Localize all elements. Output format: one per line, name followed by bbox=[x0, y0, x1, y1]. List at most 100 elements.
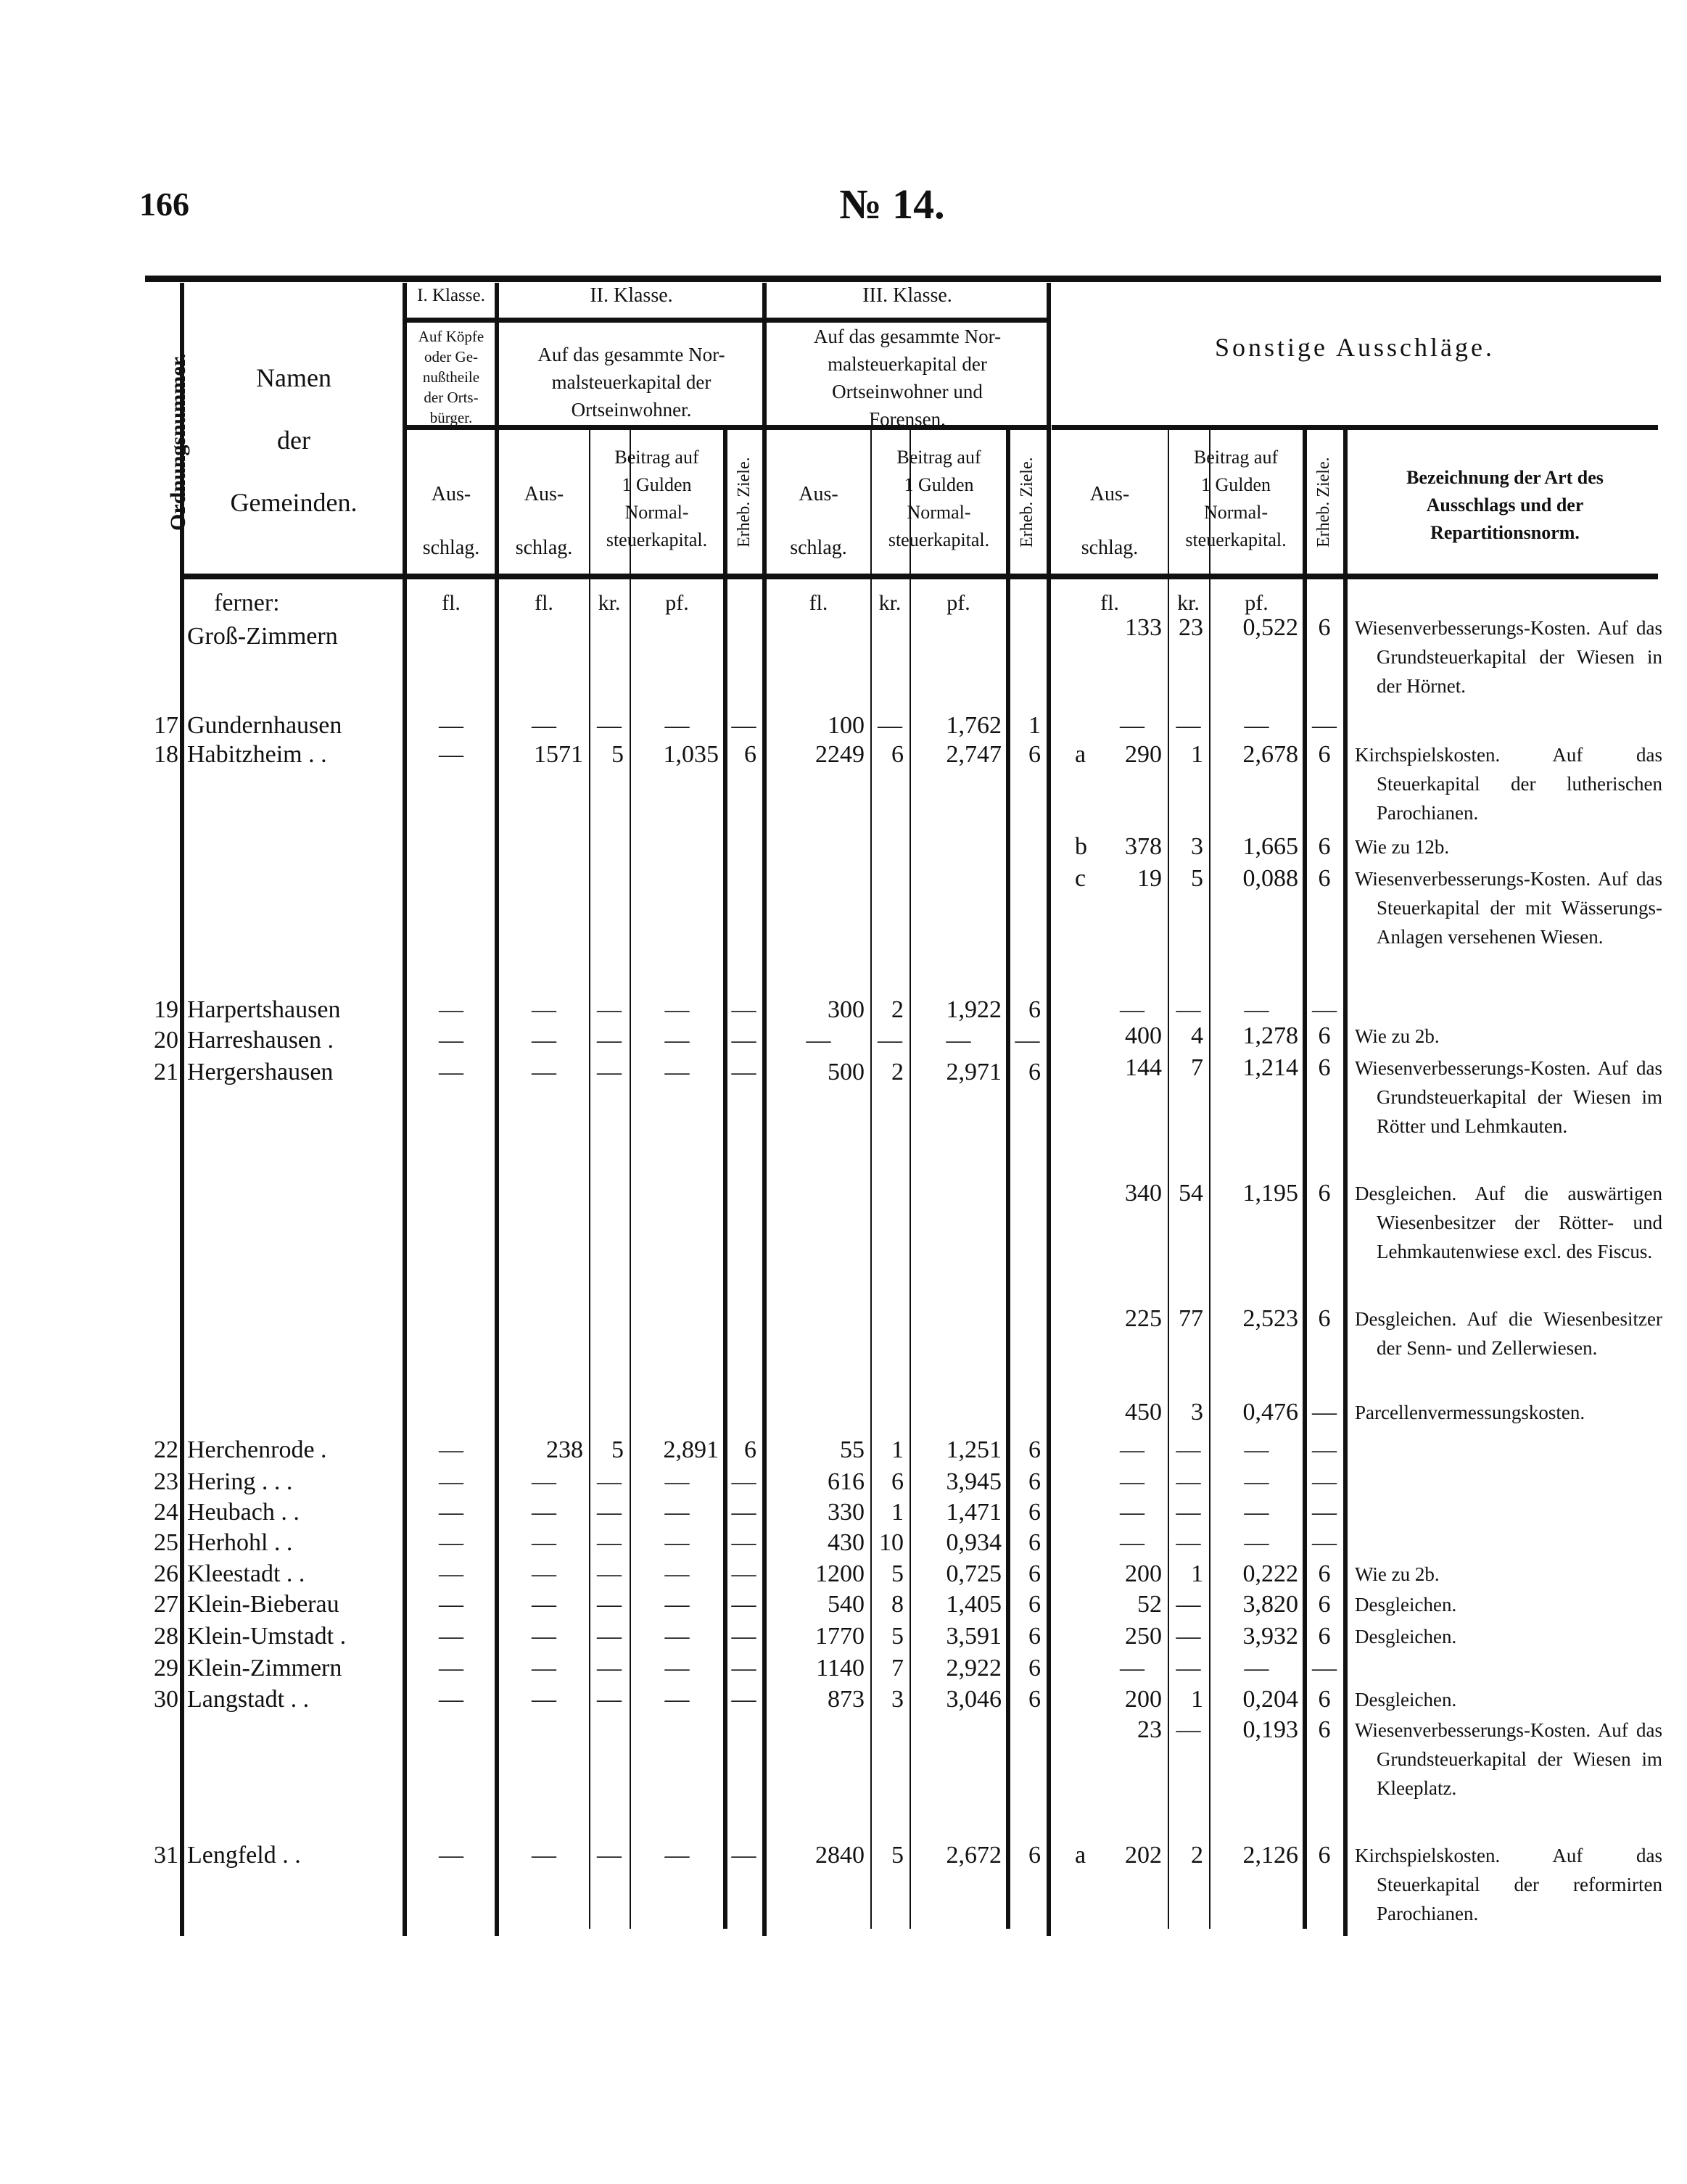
klasse3-ziele: 6 bbox=[1028, 1842, 1041, 1869]
sonstige-ziele: 6 bbox=[1318, 1623, 1331, 1650]
column-rule bbox=[723, 428, 727, 1929]
ordnungsnummer: 26 bbox=[154, 1560, 178, 1587]
klasse3-fl: — bbox=[806, 1027, 831, 1054]
klasse2-kr: — bbox=[597, 712, 622, 739]
aus-line: Aus- bbox=[431, 483, 471, 505]
klasse3-kr: 6 bbox=[891, 1468, 904, 1495]
klasse2-fl: — bbox=[532, 1529, 556, 1556]
sonstige-kr: — bbox=[1176, 1499, 1201, 1526]
sonstige-pf: 0,193 bbox=[1242, 1716, 1299, 1743]
klasse1-ausschlag: — bbox=[439, 1529, 463, 1556]
klasse2-fl: — bbox=[532, 1623, 556, 1650]
sonstige-pf: 0,476 bbox=[1242, 1399, 1299, 1426]
bezeichnung-line: Bezeichnung der Art des bbox=[1406, 467, 1604, 488]
klasse2-pf: — bbox=[664, 1842, 690, 1869]
sonstige-bezeichnung: Desgleichen. Auf die auswärtigen Wiesenb… bbox=[1355, 1183, 1662, 1262]
klasse3-fl: 100 bbox=[828, 712, 865, 739]
header-klasse2-beitrag: Beitrag auf 1 Gulden Normal- steuerkapit… bbox=[590, 444, 723, 554]
aus-line: schlag. bbox=[1081, 537, 1139, 559]
unit-label: kr. bbox=[878, 591, 902, 615]
sonstige-bezeichnung: Desgleichen. Auf die Wiesenbesitzer der … bbox=[1355, 1308, 1662, 1359]
column-rule bbox=[630, 428, 631, 1929]
ordnungsnummer: 31 bbox=[154, 1842, 178, 1869]
horizontal-rule bbox=[1052, 425, 1658, 430]
sonstige-pf: 1,214 bbox=[1242, 1054, 1299, 1081]
sonstige-kr: — bbox=[1176, 996, 1201, 1023]
sonstige-bezeichnung: Desgleichen. bbox=[1355, 1594, 1457, 1616]
klasse2-ziele: — bbox=[731, 1655, 756, 1682]
sonstige-fl: 133 bbox=[1125, 614, 1162, 641]
unit-label: fl. bbox=[535, 591, 553, 615]
klasse3-ziele: 6 bbox=[1028, 1623, 1041, 1650]
sonstige-ziele: 6 bbox=[1318, 1022, 1331, 1049]
gemeinde-name: Hering . . . bbox=[187, 1468, 293, 1495]
sonstige-pf: — bbox=[1244, 1529, 1269, 1556]
klasse1-ausschlag: — bbox=[439, 1842, 463, 1869]
klasse3-pf: 2,971 bbox=[946, 1059, 1002, 1085]
sonstige-kr: 1 bbox=[1191, 1686, 1203, 1713]
klasse3-pf: 2,747 bbox=[946, 741, 1002, 768]
sonstige-kr: 77 bbox=[1179, 1305, 1203, 1332]
sonstige-fl: 340 bbox=[1125, 1180, 1162, 1207]
klasse2-fl: — bbox=[532, 1468, 556, 1495]
column-rule bbox=[910, 428, 911, 1929]
header-namen-line: Namen bbox=[256, 363, 331, 392]
klasse3-ziele: 6 bbox=[1028, 1468, 1041, 1495]
unit-label: pf. bbox=[946, 591, 970, 615]
klasse3-kr: 6 bbox=[891, 741, 904, 768]
klasse1-ausschlag: — bbox=[439, 1655, 463, 1682]
ordnungsnummer: 25 bbox=[154, 1529, 178, 1556]
unit-label: fl. bbox=[442, 591, 461, 615]
klasse1-ausschlag: — bbox=[439, 1591, 463, 1618]
klasse3-pf: 3,591 bbox=[946, 1623, 1002, 1650]
unit-label: kr. bbox=[1177, 591, 1200, 615]
klasse3-kr: — bbox=[878, 1027, 902, 1054]
sonstige-pf: 2,523 bbox=[1242, 1305, 1299, 1332]
sonstige-pf: 1,278 bbox=[1242, 1022, 1299, 1049]
beitrag-line: steuerkapital. bbox=[888, 529, 990, 550]
klasse3-fl: 540 bbox=[828, 1591, 865, 1618]
sonstige-kr: — bbox=[1176, 1623, 1201, 1650]
sonstige-letter: a bbox=[1075, 1842, 1086, 1869]
basis-line: Auf Köpfe bbox=[418, 328, 484, 345]
beitrag-line: 1 Gulden bbox=[622, 474, 692, 495]
klasse3-fl: 55 bbox=[840, 1436, 865, 1463]
sonstige-pf: 1,665 bbox=[1242, 833, 1299, 860]
ordnungsnummer: 24 bbox=[154, 1499, 178, 1526]
klasse3-fl: 1200 bbox=[815, 1560, 865, 1587]
sonstige-kr: 54 bbox=[1179, 1180, 1203, 1207]
gemeinde-name: Kleestadt . . bbox=[187, 1560, 305, 1587]
column-rule bbox=[762, 283, 767, 1936]
sonstige-bezeichnung: Wiesenverbesserungs-Kosten. Auf das Steu… bbox=[1355, 868, 1662, 948]
page-title: № 14. bbox=[839, 181, 945, 228]
klasse2-fl: — bbox=[532, 1499, 556, 1526]
sonstige-bezeichnung: Wiesenverbesserungs-Kosten. Auf das Grun… bbox=[1355, 1719, 1662, 1799]
klasse3-pf: 2,922 bbox=[946, 1655, 1002, 1682]
header-klasse1: I. Klasse. bbox=[417, 286, 485, 305]
klasse1-ausschlag: — bbox=[439, 996, 463, 1023]
klasse3-kr: 5 bbox=[891, 1560, 904, 1587]
sonstige-pf: 2,126 bbox=[1242, 1842, 1299, 1869]
basis-line: oder Ge- bbox=[424, 348, 479, 365]
sonstige-kr: 5 bbox=[1191, 865, 1203, 892]
klasse2-fl: 1571 bbox=[534, 741, 583, 768]
klasse3-ziele: 1 bbox=[1028, 712, 1041, 739]
beitrag-line: 1 Gulden bbox=[1200, 474, 1271, 495]
column-rule bbox=[589, 428, 590, 1929]
header-klasse3-aus: Aus- schlag. bbox=[767, 468, 870, 575]
beitrag-line: Beitrag auf bbox=[1193, 447, 1279, 468]
sonstige-bezeichnung: Kirchspielskosten. Auf das Steuerkapital… bbox=[1355, 744, 1662, 824]
klasse2-fl: — bbox=[532, 712, 556, 739]
sonstige-pf: 0,088 bbox=[1242, 865, 1299, 892]
sonstige-fl: 144 bbox=[1125, 1054, 1162, 1081]
klasse3-pf: 3,945 bbox=[946, 1468, 1002, 1495]
klasse2-ziele: — bbox=[731, 1842, 756, 1869]
klasse1-ausschlag: — bbox=[439, 1623, 463, 1650]
ordnungsnummer: 20 bbox=[154, 1027, 178, 1054]
klasse3-fl: 873 bbox=[828, 1686, 865, 1713]
header-namen-line: der bbox=[277, 426, 310, 455]
horizontal-rule bbox=[145, 276, 1661, 282]
basis-line: malsteuerkapital der bbox=[551, 371, 711, 393]
klasse1-ausschlag: — bbox=[439, 1499, 463, 1526]
sonstige-ziele: 6 bbox=[1318, 1054, 1331, 1081]
